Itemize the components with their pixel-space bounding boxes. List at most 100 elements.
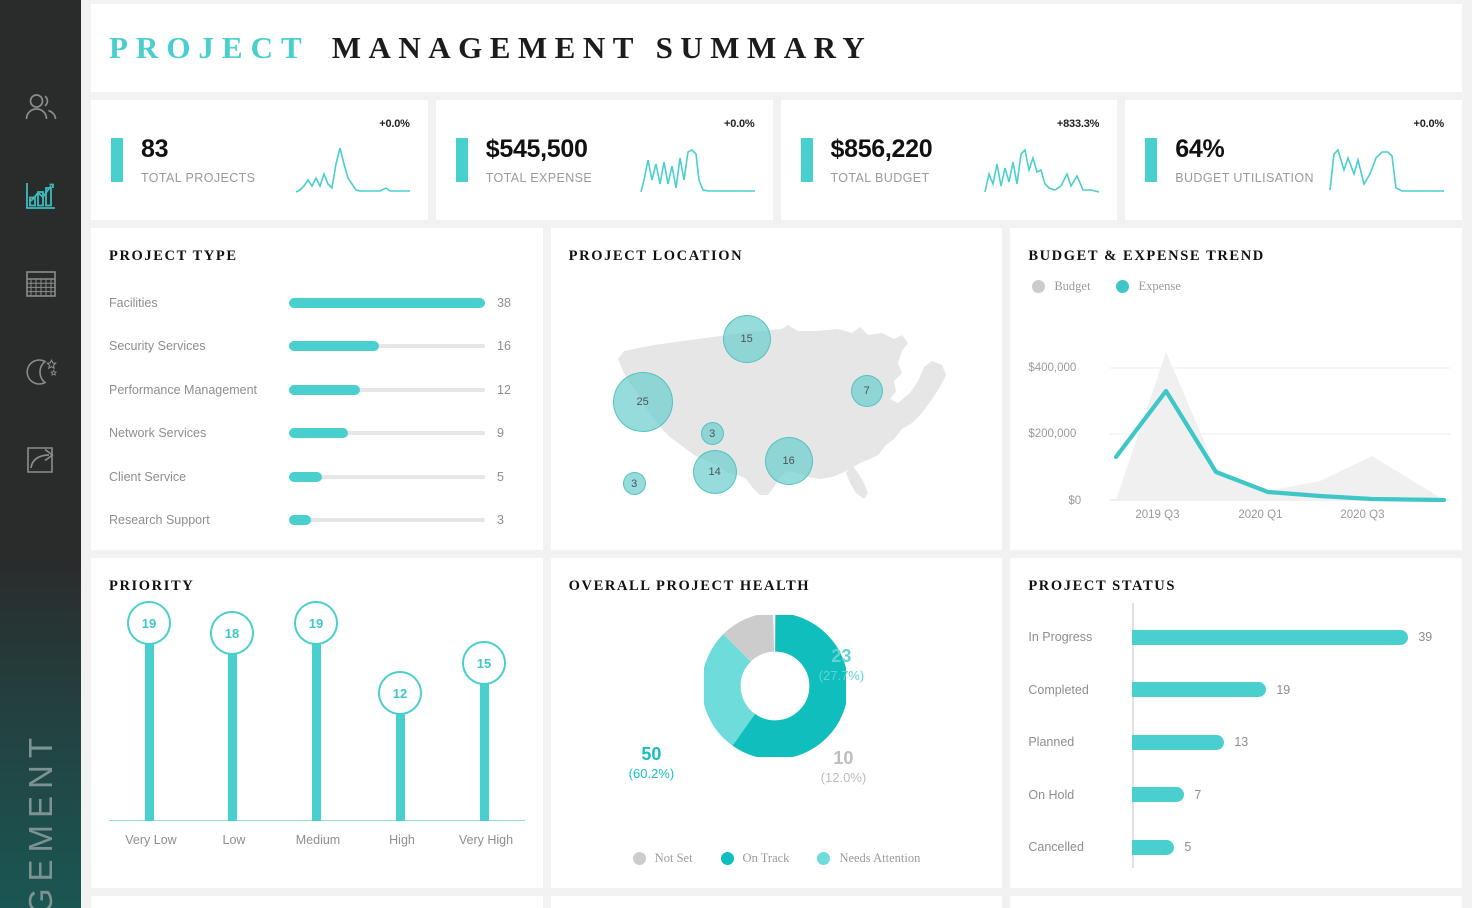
kpi-delta: +0.0% (1413, 118, 1445, 130)
moon-icon (23, 356, 59, 393)
bar[interactable] (396, 701, 405, 821)
list-item[interactable]: Research Support 3 (109, 499, 525, 543)
kpi-card-budget-utilisation[interactable]: 64% BUDGET UTILISATION +0.0% (1125, 100, 1462, 220)
page-title: PROJECT MANAGEMENT SUMMARY (109, 30, 872, 66)
map-bubble-value: 7 (863, 385, 870, 397)
slice-value: 23 (831, 646, 852, 666)
bar-value: 3 (497, 513, 504, 528)
bar-value: 13 (1234, 735, 1249, 750)
sidebar-item-dark-mode[interactable] (19, 352, 63, 396)
bar[interactable] (145, 631, 154, 821)
page-header: PROJECT MANAGEMENT SUMMARY (91, 4, 1462, 92)
card-row3-right[interactable] (1010, 896, 1463, 908)
bar-value-badge[interactable]: 15 (462, 641, 506, 685)
sidebar-item-table[interactable] (19, 264, 63, 308)
table-row[interactable]: Cancelled 5 (1028, 821, 1444, 874)
bar[interactable] (1132, 839, 1175, 855)
list-item[interactable]: Network Services 9 (109, 412, 525, 456)
legend-label: Expense (1138, 279, 1181, 293)
card-title-project-location: PROJECT LOCATION (568, 248, 744, 264)
bar-label: Planned (1028, 735, 1075, 750)
bar[interactable] (1132, 787, 1185, 803)
bar-value: 15 (476, 655, 492, 671)
kpi-label: TOTAL BUDGET (830, 170, 930, 185)
sparkline-icon (639, 149, 755, 193)
kpi-card-total-expense[interactable]: $545,500 TOTAL EXPENSE +0.0% (435, 100, 773, 220)
map-bubble[interactable]: 16 (764, 437, 813, 485)
legend-item-on-track[interactable]: On Track (720, 851, 789, 866)
x-axis-tick: 2020 Q1 (1238, 509, 1283, 521)
card-title-budget-trend: BUDGET & EXPENSE TREND (1028, 248, 1265, 264)
bar-label: Security Services (109, 339, 206, 354)
bar[interactable] (312, 631, 321, 821)
legend-label: Not Set (654, 851, 693, 865)
bar-value-badge[interactable]: 18 (210, 611, 254, 655)
bar[interactable] (228, 641, 237, 821)
list-item[interactable]: Facilities 38 (109, 281, 525, 325)
card-project-location: PROJECT LOCATION 25 15 7 3 3 14 16 (550, 228, 1003, 550)
table-row[interactable]: Planned 13 (1028, 716, 1444, 769)
donut-chart[interactable] (703, 615, 846, 757)
list-item[interactable]: Security Services 16 (109, 325, 525, 369)
bar-value: 16 (497, 339, 511, 354)
kpi-value: $545,500 (485, 135, 588, 164)
bar[interactable] (1132, 682, 1267, 698)
project-health-chart[interactable]: 23 (27.7%) 10 (12.0%) 50 (60.2%) (551, 595, 1003, 880)
table-icon (24, 269, 58, 304)
card-row3-left[interactable] (91, 896, 543, 908)
map-bubble[interactable]: 3 (700, 422, 724, 445)
y-axis-tick: $400,000 (1028, 362, 1077, 374)
map-bubble[interactable]: 15 (722, 315, 771, 363)
table-row[interactable]: Completed 19 (1028, 664, 1444, 717)
legend-dot-icon (632, 852, 646, 865)
bar-label: Facilities (109, 295, 158, 310)
main-content: PROJECT MANAGEMENT SUMMARY 83 TOTAL PROJE… (81, 0, 1472, 908)
priority-chart[interactable]: 19 Very Low 18 Low 19 Medium 12 High 15 … (91, 595, 543, 877)
bar[interactable] (480, 671, 489, 821)
bar-value: 12 (392, 685, 408, 701)
sidebar-item-users[interactable] (19, 88, 63, 132)
bar[interactable] (1132, 629, 1409, 645)
bar-value-badge[interactable]: 19 (294, 601, 338, 645)
legend-item-expense[interactable]: Expense (1116, 279, 1181, 294)
bar-value-badge[interactable]: 12 (378, 671, 422, 715)
legend-item-not-set[interactable]: Not Set (632, 851, 693, 866)
slice-percent: (27.7%) (818, 667, 865, 683)
sidebar-vertical-label: GEMENT (0, 648, 81, 908)
kpi-value: $856,220 (830, 135, 933, 164)
users-icon (24, 92, 58, 129)
card-row3-middle[interactable] (550, 896, 1003, 908)
bar-label: Cancelled (1028, 840, 1084, 855)
map-bubble[interactable]: 7 (850, 375, 883, 407)
project-type-chart: Facilities 38 Security Services 16 Perfo… (91, 265, 543, 542)
kpi-accent-bar (455, 138, 468, 182)
sidebar-item-export[interactable] (19, 440, 63, 484)
bar-value: 39 (1418, 630, 1433, 645)
map-bubble[interactable]: 25 (612, 372, 673, 432)
bar[interactable] (1132, 734, 1225, 750)
list-item[interactable]: Performance Management 12 (109, 368, 525, 412)
legend-item-budget[interactable]: Budget (1032, 279, 1090, 294)
donut-slice-label-on-track: 50 (60.2%) (629, 743, 675, 782)
sidebar-item-analytics[interactable] (19, 176, 63, 220)
map-bubble[interactable]: 3 (622, 472, 646, 495)
kpi-card-total-projects[interactable]: 83 TOTAL PROJECTS +0.0% (91, 100, 428, 220)
bar-value-badge[interactable]: 19 (127, 601, 171, 645)
list-item[interactable]: Client Service 5 (109, 455, 525, 499)
sparkline-icon (295, 147, 410, 193)
bar-value: 19 (308, 615, 324, 631)
legend-item-needs-attention[interactable]: Needs Attention (817, 851, 920, 866)
x-axis-label: Low (222, 833, 246, 847)
trend-chart[interactable]: $400,000 $200,000 $0 2019 Q3 2020 Q1 202… (1010, 294, 1462, 534)
map-bubble[interactable]: 14 (692, 450, 737, 494)
map-bubble-value: 3 (709, 427, 716, 440)
project-location-map[interactable]: 25 15 7 3 3 14 16 (551, 265, 1003, 533)
card-budget-expense-trend: BUDGET & EXPENSE TREND Budget Expense $4… (1010, 228, 1463, 550)
bar-value: 9 (497, 426, 504, 441)
kpi-row: 83 TOTAL PROJECTS +0.0% $545,500 TOTAL E… (91, 100, 1462, 220)
page-title-rest: MANAGEMENT SUMMARY (331, 30, 873, 65)
kpi-card-total-budget[interactable]: $856,220 TOTAL BUDGET +833.3% (780, 100, 1118, 220)
table-row[interactable]: On Hold 7 (1028, 769, 1444, 822)
table-row[interactable]: In Progress 39 (1028, 611, 1444, 664)
